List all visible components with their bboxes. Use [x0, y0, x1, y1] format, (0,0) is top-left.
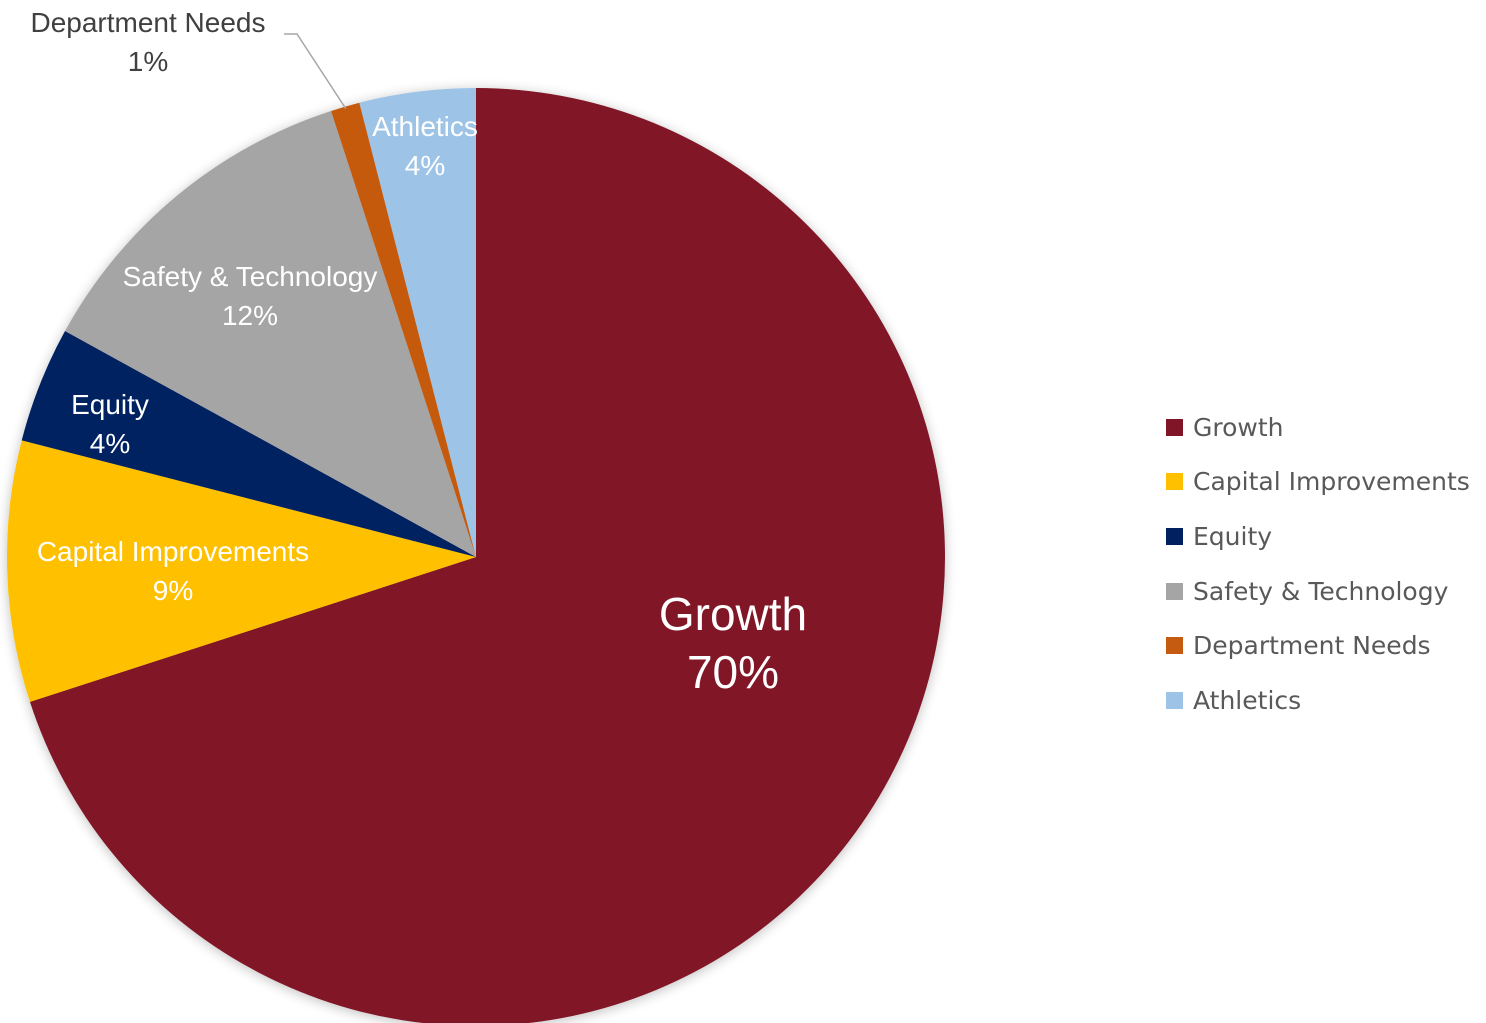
data-label-value: 4% — [405, 150, 445, 181]
pie-slice-safety-and-technology — [65, 110, 476, 557]
legend-swatch — [1166, 418, 1183, 436]
legend-swatch — [1166, 473, 1183, 491]
data-label-name: Department Needs — [30, 7, 265, 38]
legend-item-capital-improvements: Capital Improvements — [1166, 455, 1470, 510]
data-label-value: 4% — [90, 428, 130, 459]
data-label-value: 12% — [222, 300, 278, 331]
legend-label: Athletics — [1193, 685, 1302, 715]
legend-label: Growth — [1193, 412, 1284, 442]
pie-slice-athletics — [359, 88, 476, 557]
data-label-name: Safety & Technology — [123, 261, 378, 292]
leader-lines — [284, 33, 347, 109]
legend-label: Department Needs — [1193, 631, 1431, 661]
data-label-capital-improvements: Capital Improvements 9% — [37, 536, 309, 606]
legend-swatch — [1166, 527, 1183, 545]
data-label-name: Equity — [71, 389, 149, 420]
legend-item-department-needs: Department Needs — [1166, 618, 1470, 673]
legend-item-growth: Growth — [1166, 400, 1470, 455]
pie-slice-department-needs — [331, 102, 476, 557]
legend: Growth Capital Improvements Equity Safety &… — [1166, 400, 1470, 728]
data-label-value: 70% — [687, 646, 779, 698]
legend-label: Equity — [1193, 521, 1273, 551]
data-label-growth: Growth 70% — [659, 588, 807, 698]
pie-slice-equity — [21, 331, 476, 557]
data-label-name: Growth — [659, 588, 807, 640]
legend-label: Capital Improvements — [1193, 467, 1470, 497]
leader-line-department-needs — [284, 33, 347, 109]
data-label-safety-and-technology: Safety & Technology 12% — [123, 261, 378, 331]
data-label-name: Athletics — [372, 111, 478, 142]
data-labels: Growth 70% Capital Improvements 9% Equity 4% S… — [30, 7, 807, 698]
legend-item-athletics: Athletics — [1166, 673, 1470, 728]
pie-slice-growth — [29, 88, 945, 1023]
data-label-value: 9% — [153, 575, 193, 606]
legend-label: Safety & Technology — [1193, 576, 1449, 606]
pie-slice-capital-improvements — [6, 440, 477, 702]
data-label-athletics: Athletics 4% — [372, 111, 478, 181]
legend-item-safety-and-technology: Safety & Technology — [1166, 564, 1470, 619]
legend-item-equity: Equity — [1166, 509, 1470, 564]
legend-swatch — [1166, 691, 1183, 709]
pie-slices — [6, 88, 945, 1023]
legend-swatch — [1166, 637, 1183, 655]
data-label-department-needs: Department Needs 1% — [30, 7, 265, 77]
data-label-name: Capital Improvements — [37, 536, 309, 567]
data-label-equity: Equity 4% — [71, 389, 149, 459]
legend-swatch — [1166, 582, 1183, 600]
data-label-value: 1% — [128, 46, 168, 77]
